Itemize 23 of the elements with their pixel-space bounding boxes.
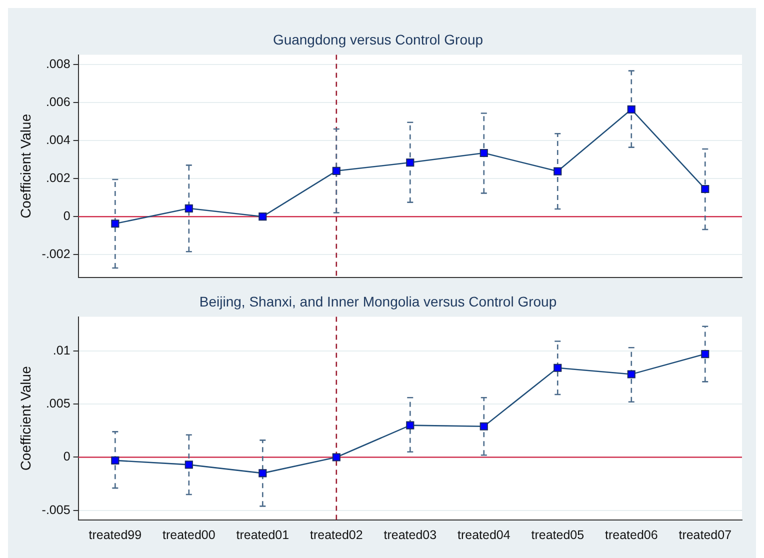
- y-tick-label: -.005: [42, 502, 70, 517]
- x-tick-label: treated06: [604, 528, 658, 542]
- y-tick-label: .008: [46, 56, 70, 71]
- y-tick-label: .006: [46, 94, 70, 109]
- x-tick-label: treated07: [678, 528, 732, 542]
- y-tick-label: .002: [46, 170, 70, 185]
- y-tick-label: 0: [63, 209, 70, 224]
- x-tick-label: treated99: [88, 528, 142, 542]
- y-tick-label: .005: [46, 396, 70, 410]
- x-tick-label: treated02: [310, 528, 363, 542]
- chart-title: Guangdong versus Control Group: [272, 31, 484, 48]
- x-tick-label: treated00: [162, 528, 216, 542]
- y-tick-label: .01: [52, 343, 70, 358]
- x-tick-label: treated01: [236, 528, 290, 542]
- y-tick-label: -.002: [42, 247, 70, 262]
- y-axis-title: Coefficient Value: [17, 114, 34, 218]
- x-tick-label: treated03: [384, 528, 437, 542]
- y-tick-label: .004: [46, 132, 70, 147]
- x-tick-label: treated05: [531, 528, 584, 542]
- y-axis-title: Coefficient Value: [17, 366, 34, 471]
- chart-title: Beijing, Shanxi, and Inner Mongolia versus Control Group: [199, 293, 557, 310]
- y-tick-label: 0: [63, 450, 70, 464]
- x-tick-label: treated04: [457, 528, 510, 542]
